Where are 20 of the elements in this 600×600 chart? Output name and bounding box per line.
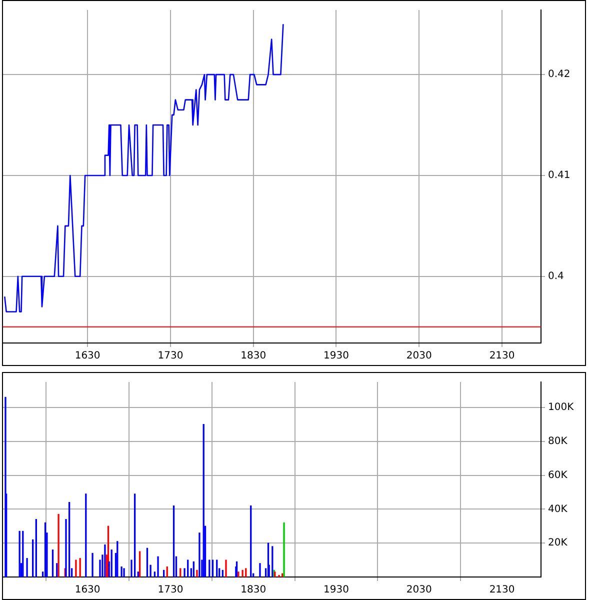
y-tick-label: 0.4	[548, 270, 564, 282]
x-tick-label: 2030	[406, 350, 432, 362]
y-tick-label: 80K	[548, 436, 568, 447]
x-tick-label: 1930	[324, 584, 349, 596]
y-tick-label: 40K	[548, 504, 568, 515]
y-tick-label: 100K	[548, 402, 574, 414]
x-tick-label: 1730	[158, 350, 184, 362]
x-tick-label: 1830	[240, 350, 266, 362]
y-tick-label: 20K	[548, 538, 568, 549]
x-tick-label: 2130	[489, 350, 515, 362]
x-tick-label: 1630	[74, 350, 100, 362]
y-tick-label: 60K	[548, 470, 568, 481]
x-tick-label: 1930	[324, 350, 349, 362]
y-tick-label: 0.42	[548, 69, 570, 80]
x-tick-label: 1630	[74, 584, 100, 596]
x-tick-label: 1830	[240, 584, 266, 596]
x-tick-label: 2030	[406, 584, 432, 596]
y-tick-label: 0.41	[548, 170, 570, 182]
x-tick-label: 2130	[489, 584, 515, 596]
x-tick-label: 1730	[158, 584, 184, 596]
